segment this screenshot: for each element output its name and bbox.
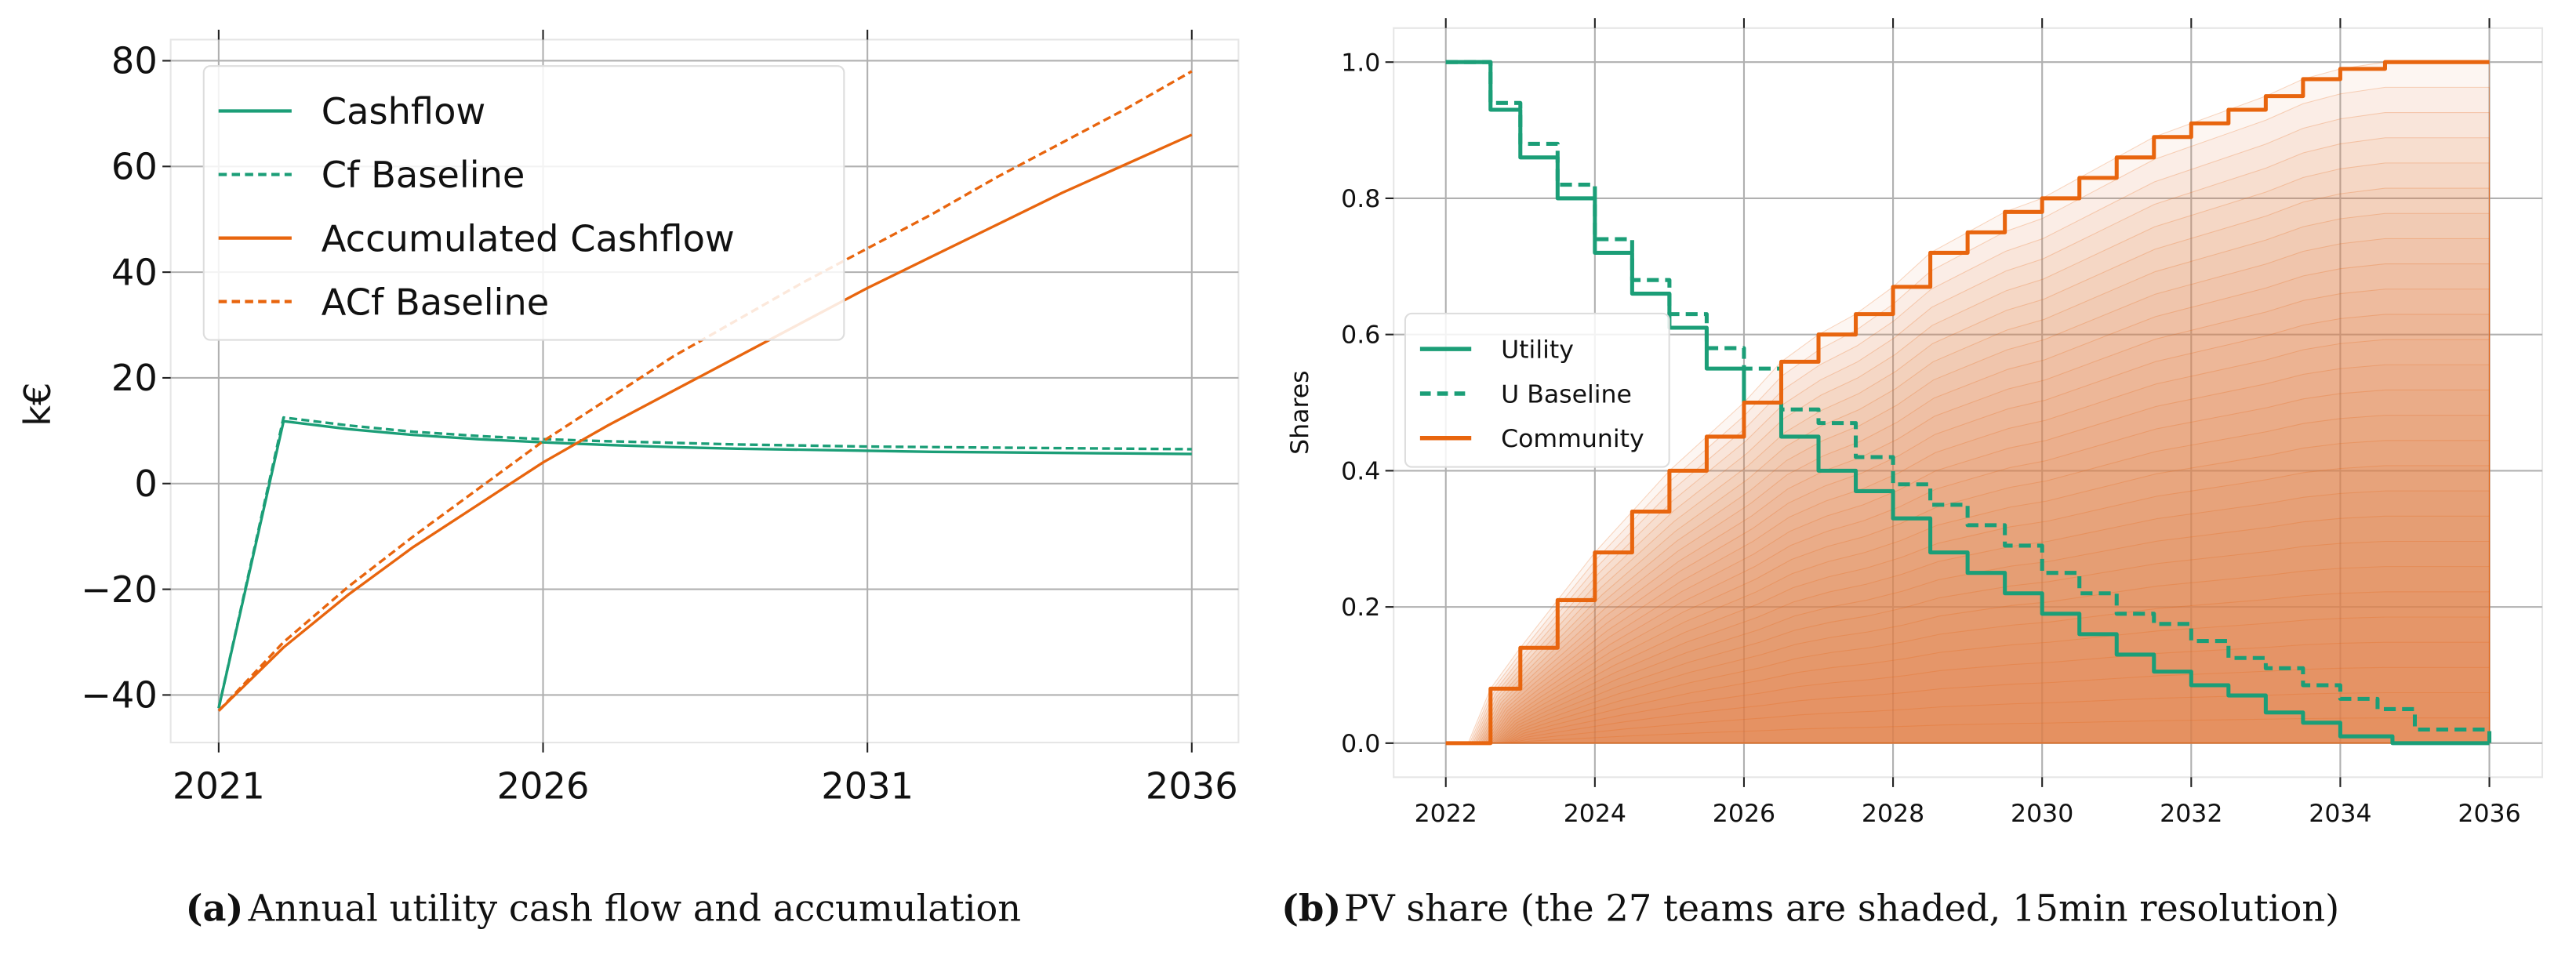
legend-label: Utility <box>1501 336 1574 364</box>
series-line-cf-baseline <box>217 416 1192 709</box>
team-area-13 <box>1445 415 2491 744</box>
y-tick-label: 0.4 <box>1341 457 1380 485</box>
team-area-2 <box>1445 692 2491 744</box>
series-line-accumulated-cashflow <box>217 133 1193 712</box>
y-tick-label: 0.8 <box>1341 185 1380 213</box>
team-area-16 <box>1445 339 2491 744</box>
x-tick-label: 2026 <box>497 765 590 808</box>
y-tick-label: 80 <box>111 40 158 82</box>
team-area-4 <box>1445 641 2491 744</box>
series-line-utility <box>1445 60 2490 746</box>
caption-a-label: (a) <box>186 887 244 929</box>
team-area-25 <box>1445 112 2491 744</box>
team-area-7 <box>1445 566 2491 744</box>
y-tick-label: −20 <box>81 568 158 611</box>
y-tick-label: 0.6 <box>1341 321 1380 350</box>
x-tick-label: 2032 <box>2160 800 2222 828</box>
legend-label: ACf Baseline <box>322 281 549 323</box>
team-area-12 <box>1445 440 2491 744</box>
x-tick-label: 2024 <box>1564 800 1626 828</box>
legend-label: U Baseline <box>1501 380 1632 408</box>
series-line-cashflow <box>217 419 1192 709</box>
caption-b-label: (b) <box>1281 887 1341 929</box>
x-tick-label: 2030 <box>2011 800 2073 828</box>
legend-label: Accumulated Cashflow <box>322 217 735 260</box>
series-line-community <box>1445 60 2490 746</box>
legend-label: Community <box>1501 425 1644 453</box>
team-area-1 <box>1445 717 2491 744</box>
y-tick-label: 0.0 <box>1341 730 1380 758</box>
axes-frame <box>169 38 1240 744</box>
team-area-17 <box>1445 314 2491 744</box>
team-area-22 <box>1445 187 2491 744</box>
team-area-11 <box>1445 465 2491 744</box>
team-area-21 <box>1445 212 2491 744</box>
y-tick-label: 40 <box>111 251 158 293</box>
panel-a-cashflow-chart: −40 −20 0 20 40 60 80 2021 2026 2031 2036 k€ Cashflo… <box>16 29 1240 808</box>
legend-label: Cf Baseline <box>322 154 525 196</box>
series-line-u-baseline <box>1445 60 2492 743</box>
legend-box <box>202 65 845 341</box>
panel-b-pv-share-chart: 0.0 0.2 0.4 0.6 0.8 1.0 2022 2024 2026 2028 2030 20… <box>1286 18 2544 828</box>
x-tick-label: 2026 <box>1713 800 1775 828</box>
y-axis-label: Shares <box>1286 370 1314 454</box>
team-area-10 <box>1445 490 2491 744</box>
team-area-23 <box>1445 162 2491 744</box>
x-tick-label: 2034 <box>2309 800 2371 828</box>
x-tick-label: 2036 <box>2458 800 2520 828</box>
legend-label: Cashflow <box>322 90 486 133</box>
x-tick-label: 2028 <box>1862 800 1924 828</box>
y-tick-label: 20 <box>111 357 158 399</box>
legend-box <box>1404 312 1670 468</box>
y-tick-label: 0 <box>134 463 157 505</box>
team-area-24 <box>1445 137 2491 744</box>
x-tick-label: 2036 <box>1146 765 1238 808</box>
y-tick-label: 60 <box>111 146 158 188</box>
x-tick-label: 2022 <box>1415 800 1477 828</box>
y-tick-label: −40 <box>81 674 158 717</box>
caption-a: Annual utility cash flow and accumulatio… <box>248 887 1022 929</box>
team-area-6 <box>1445 591 2491 744</box>
axes-frame <box>1393 27 2544 779</box>
team-area-20 <box>1445 238 2491 744</box>
caption-b: PV share (the 27 teams are shaded, 15min… <box>1344 887 2339 929</box>
y-tick-label: 0.2 <box>1341 594 1380 622</box>
y-tick-label: 1.0 <box>1341 49 1380 77</box>
x-tick-label: 2021 <box>173 765 265 808</box>
x-tick-label: 2031 <box>821 765 914 808</box>
y-axis-label: k€ <box>16 382 59 426</box>
team-area-19 <box>1445 263 2491 744</box>
